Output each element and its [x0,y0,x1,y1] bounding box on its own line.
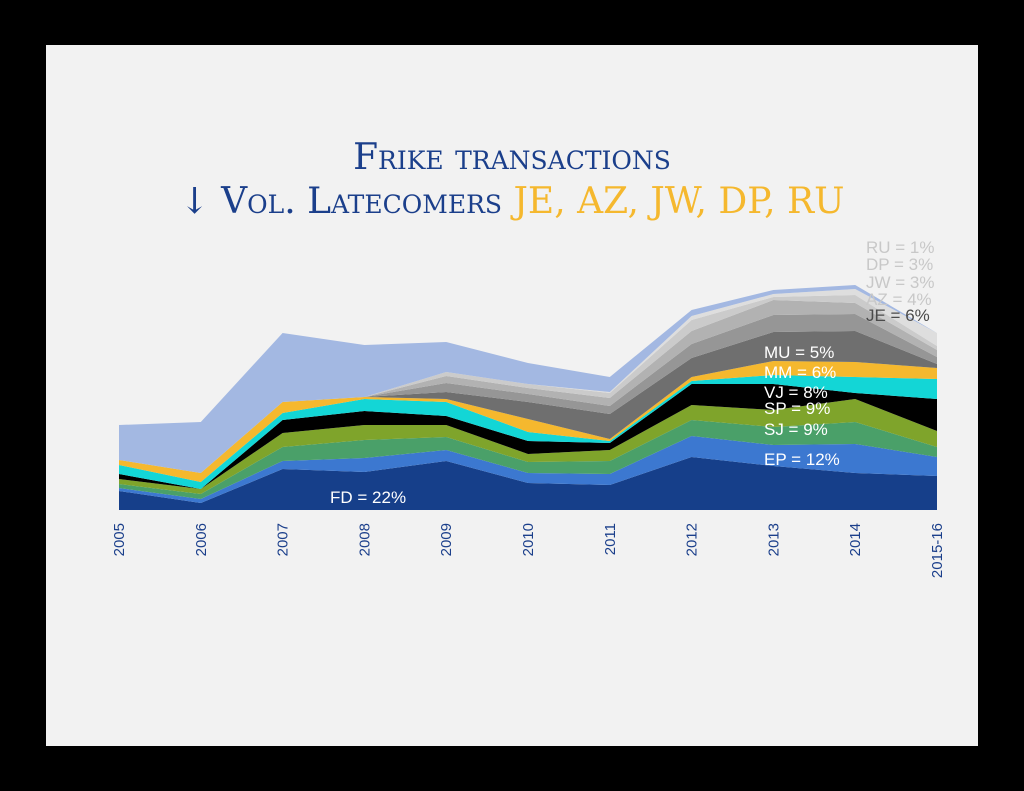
x-tick-label: 2008 [356,523,373,556]
slide: Frike transactions ↓ Vol. Latecomers JE,… [46,45,978,746]
share-label: AZ = 4% [866,290,932,309]
area-series-sj [119,420,937,499]
area-series-vj [119,384,937,489]
x-tick-label: 2005 [111,523,128,556]
x-tick-label: 2015-16 [929,523,946,578]
share-label: EP = 12% [764,450,840,469]
area-series-fd [119,457,937,510]
area-series-other [119,285,937,473]
share-label: MU = 5% [764,343,834,362]
share-label: SP = 9% [764,399,830,418]
x-tick-label: 2006 [193,523,210,556]
chart-subtitle: ↓ Vol. Latecomers JE, AZ, JW, DP, RU [46,181,978,222]
area-series-ep [119,436,937,503]
share-label: JE = 6% [866,306,930,325]
x-tick-label: 2009 [438,523,455,556]
x-tick-label: 2010 [520,523,537,556]
share-label: SJ = 9% [764,420,828,439]
share-label: JW = 3% [866,273,935,292]
area-series-sp [119,399,937,494]
area-series-az [119,314,937,473]
subtitle-highlight: JE, AZ, JW, DP, RU [513,181,845,222]
area-series-mu [119,361,937,482]
stacked-area-chart: 2005 2006 2007 2008 2009 2010 2011 2012 2013 2014… [111,238,946,578]
chart-title: Frike transactions [353,137,671,178]
x-tick-label: 2014 [847,523,864,556]
x-tick-label: 2011 [602,523,619,555]
x-tick-label: 2012 [684,523,701,556]
share-label: RU = 1% [866,238,935,257]
subtitle-prefix: ↓ Vol. Latecomers [179,181,514,222]
share-label: DP = 3% [866,255,933,274]
x-tick-label: 2007 [275,523,292,556]
share-label: VJ = 8% [764,383,828,402]
share-label: FD = 22% [330,488,406,507]
share-label: MM = 6% [764,363,836,382]
x-tick-label: 2013 [765,523,782,556]
